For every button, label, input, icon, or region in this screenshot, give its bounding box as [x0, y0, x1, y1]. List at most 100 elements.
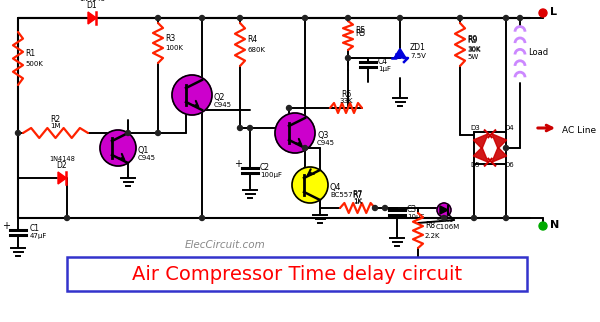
Text: R3: R3 — [165, 33, 175, 43]
Text: N: N — [550, 220, 559, 230]
Text: D6: D6 — [504, 162, 514, 168]
Circle shape — [238, 126, 242, 130]
Text: 30K: 30K — [467, 46, 481, 52]
Text: C106M: C106M — [436, 224, 460, 230]
Circle shape — [172, 75, 212, 115]
Text: R7: R7 — [352, 190, 362, 199]
Text: Q2: Q2 — [214, 93, 226, 102]
Polygon shape — [473, 147, 488, 162]
Circle shape — [275, 113, 315, 153]
Circle shape — [472, 215, 476, 221]
Circle shape — [437, 203, 451, 217]
Text: BC557: BC557 — [330, 192, 353, 198]
Text: 1K: 1K — [353, 199, 362, 205]
Text: C945: C945 — [214, 102, 232, 108]
Polygon shape — [394, 48, 406, 58]
Circle shape — [503, 146, 509, 150]
Circle shape — [100, 130, 136, 166]
Circle shape — [155, 130, 161, 136]
Text: L: L — [550, 7, 557, 17]
Polygon shape — [88, 12, 97, 24]
Text: 1K: 1K — [353, 198, 362, 204]
Text: 7.5V: 7.5V — [410, 53, 426, 59]
Text: C4: C4 — [378, 57, 388, 66]
Polygon shape — [58, 172, 67, 184]
Text: +: + — [234, 159, 242, 169]
Text: 2.2K: 2.2K — [425, 232, 440, 239]
FancyBboxPatch shape — [67, 257, 527, 291]
Text: 1N4148: 1N4148 — [49, 156, 75, 162]
Text: 500K: 500K — [25, 61, 43, 67]
Circle shape — [442, 215, 446, 221]
Circle shape — [346, 55, 350, 61]
Polygon shape — [492, 134, 507, 149]
Circle shape — [16, 130, 20, 136]
Text: 30K: 30K — [467, 46, 481, 52]
Text: R4: R4 — [247, 35, 257, 44]
Text: 100μF: 100μF — [260, 172, 282, 178]
Circle shape — [302, 15, 308, 21]
Text: Q4: Q4 — [330, 183, 341, 192]
Text: 33K: 33K — [339, 98, 353, 104]
Circle shape — [199, 215, 205, 221]
Text: 47μF: 47μF — [30, 233, 47, 239]
Text: Q3: Q3 — [317, 131, 328, 140]
Text: 10μF: 10μF — [407, 214, 425, 220]
Text: 1N4148: 1N4148 — [79, 0, 105, 2]
Text: C2: C2 — [260, 163, 270, 172]
Circle shape — [346, 15, 350, 21]
Text: 680K: 680K — [247, 46, 265, 52]
Polygon shape — [492, 147, 507, 162]
Text: 100K: 100K — [165, 45, 183, 51]
Text: D1: D1 — [86, 1, 97, 10]
Circle shape — [199, 15, 205, 21]
Text: ZD1: ZD1 — [410, 43, 426, 52]
Text: C945: C945 — [138, 155, 156, 161]
Circle shape — [398, 15, 403, 21]
Circle shape — [539, 9, 547, 17]
Text: 1M: 1M — [50, 123, 61, 129]
Text: R9: R9 — [467, 35, 477, 44]
Text: 1μF: 1μF — [378, 66, 391, 72]
Circle shape — [238, 15, 242, 21]
Text: C945: C945 — [317, 140, 335, 146]
Text: R6: R6 — [341, 90, 351, 99]
Circle shape — [155, 15, 161, 21]
Circle shape — [292, 167, 328, 203]
Polygon shape — [473, 134, 488, 149]
Text: 5W: 5W — [467, 54, 478, 60]
Text: R9: R9 — [467, 36, 477, 45]
Text: R2: R2 — [50, 115, 61, 124]
Text: Air Compressor Time delay circuit: Air Compressor Time delay circuit — [132, 266, 462, 285]
Polygon shape — [440, 206, 448, 214]
Circle shape — [503, 215, 509, 221]
Text: R8: R8 — [425, 221, 435, 230]
Circle shape — [517, 15, 523, 21]
Circle shape — [287, 106, 292, 110]
Circle shape — [373, 205, 377, 211]
Text: R5: R5 — [355, 26, 365, 35]
Circle shape — [503, 15, 509, 21]
Circle shape — [539, 222, 547, 230]
Text: SCR1: SCR1 — [436, 217, 454, 223]
Text: Load: Load — [528, 48, 548, 56]
Circle shape — [302, 146, 308, 150]
Circle shape — [125, 130, 131, 136]
Text: ElecCircuit.com: ElecCircuit.com — [185, 240, 265, 250]
Circle shape — [65, 215, 70, 221]
Text: D2: D2 — [56, 161, 67, 170]
Text: D5: D5 — [470, 162, 479, 168]
Text: +: + — [2, 221, 10, 231]
Text: R7: R7 — [352, 191, 362, 200]
Text: R5: R5 — [355, 29, 365, 38]
Text: C3: C3 — [407, 205, 417, 214]
Text: C1: C1 — [30, 224, 40, 233]
Text: Q1: Q1 — [138, 146, 149, 155]
Text: D4: D4 — [504, 125, 514, 131]
Circle shape — [458, 15, 463, 21]
Text: D3: D3 — [470, 125, 480, 131]
Circle shape — [248, 126, 253, 130]
Text: R1: R1 — [25, 49, 35, 58]
Text: AC Line: AC Line — [562, 126, 596, 135]
Circle shape — [383, 205, 388, 211]
